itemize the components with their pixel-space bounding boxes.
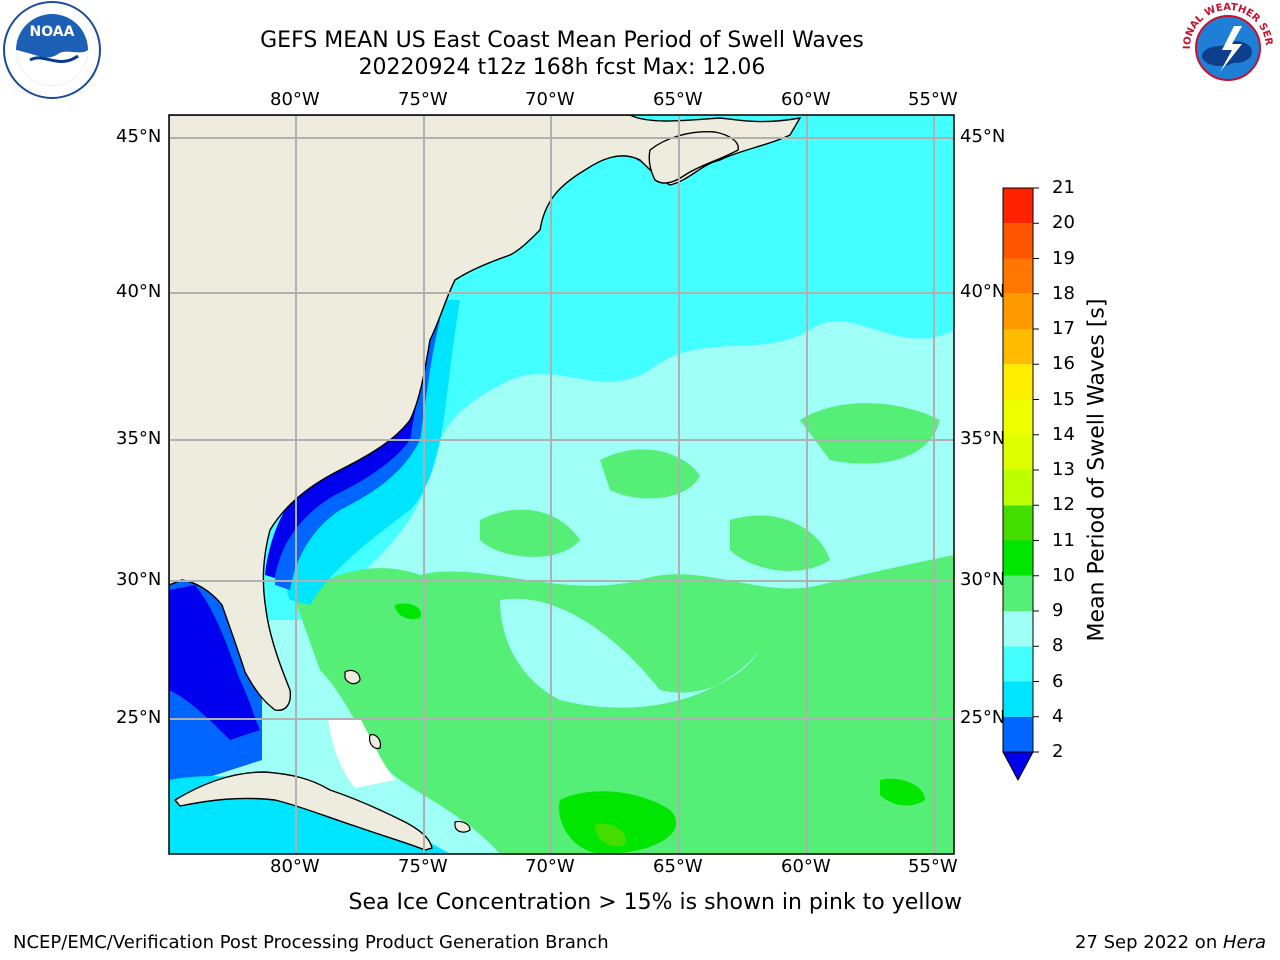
field-bright-green-1 <box>559 791 677 854</box>
colorbar-under-arrow <box>1002 751 1034 782</box>
colorbar <box>1002 187 1039 782</box>
colorbar-tick-label: 13 <box>1052 459 1075 480</box>
lon-tick-bottom-70w: 70°W <box>525 856 575 877</box>
colorbar-segment <box>1003 505 1033 541</box>
field-bahamas-white <box>328 718 395 788</box>
field-bright-green-3 <box>395 603 421 620</box>
lon-tick-top-70w: 70°W <box>525 89 575 110</box>
field-light-cyan-tongue <box>500 598 760 708</box>
colorbar-tick-label: 9 <box>1052 600 1064 621</box>
field-green-mid-1 <box>600 449 700 499</box>
title-line-2: 20220924 t12z 168h fcst Max: 12.06 <box>358 55 766 80</box>
land-north-america <box>169 115 802 712</box>
footer-machine: Hera <box>1222 932 1266 953</box>
noaa-logo: NOAA <box>3 1 101 99</box>
lat-tick-right-25n: 25°N <box>960 707 1006 728</box>
lat-tick-right-40n: 40°N <box>960 281 1006 302</box>
land-cuba <box>173 771 433 851</box>
sea-ice-caption: Sea Ice Concentration > 15% is shown in … <box>348 890 962 915</box>
lon-tick-top-65w: 65°W <box>653 89 703 110</box>
colorbar-tick-label: 14 <box>1052 423 1075 445</box>
colorbar-tick-label: 12 <box>1052 494 1075 516</box>
colorbar-tick-label: 19 <box>1052 247 1075 269</box>
field-gulf-dark-blue <box>169 585 260 740</box>
land-nova-scotia <box>648 130 739 184</box>
colorbar-tick-label: 4 <box>1052 705 1064 727</box>
land-bahamas-1 <box>344 669 361 685</box>
field-cyan-shelf <box>286 300 460 605</box>
colorbar-tick-label: 18 <box>1052 282 1075 304</box>
field-bright-green-2 <box>880 778 925 806</box>
colorbar-tick-label: 15 <box>1052 388 1075 410</box>
colorbar-segment <box>1003 575 1033 611</box>
colorbar-segment <box>1003 540 1033 576</box>
colorbar-segment <box>1003 258 1033 294</box>
colorbar-segment <box>1003 364 1033 400</box>
lon-tick-top-55w: 55°W <box>908 89 958 110</box>
colorbar-tick-label: 21 <box>1052 177 1075 198</box>
noaa-logo-text: NOAA <box>30 24 75 40</box>
lat-tick-left-30n: 30°N <box>116 569 162 590</box>
lat-tick-left-25n: 25°N <box>116 707 162 728</box>
lat-tick-left-40n: 40°N <box>116 281 162 302</box>
colorbar-segment <box>1003 223 1033 259</box>
footer-credit: NCEP/EMC/Verification Post Processing Pr… <box>13 932 609 953</box>
lat-tick-right-30n: 30°N <box>960 569 1006 590</box>
colorbar-segment <box>1003 611 1033 647</box>
colorbar-segment <box>1003 434 1033 470</box>
lon-tick-top-80w: 80°W <box>270 89 320 110</box>
map-frame <box>168 114 955 855</box>
colorbar-segment <box>1003 646 1033 682</box>
field-dark-blue-coast <box>265 320 430 578</box>
map-field <box>169 115 954 854</box>
field-green-mid-2 <box>800 403 940 464</box>
lat-tick-right-35n: 35°N <box>960 428 1006 449</box>
lon-tick-bottom-55w: 55°W <box>908 856 958 877</box>
colorbar-segment <box>1003 329 1033 365</box>
colorbar-tick-label: 11 <box>1052 529 1075 551</box>
lon-tick-bottom-60w: 60°W <box>781 856 831 877</box>
colorbar-segment <box>1003 716 1033 752</box>
lon-tick-bottom-65w: 65°W <box>653 856 703 877</box>
lon-tick-top-60w: 60°W <box>781 89 831 110</box>
footer-date-text: 27 Sep 2022 on <box>1075 932 1223 953</box>
lat-tick-right-45n: 45°N <box>960 126 1006 147</box>
colorbar-segment <box>1003 681 1033 717</box>
colorbar-segment <box>1003 399 1033 435</box>
nws-logo: NATIONAL WEATHER SERVICE <box>1176 0 1274 94</box>
field-green-mid-3 <box>480 509 580 557</box>
lon-tick-bottom-75w: 75°W <box>398 856 448 877</box>
footer-date: 27 Sep 2022 on Hera <box>1075 932 1266 953</box>
land-bahamas-2 <box>369 734 381 749</box>
field-green-mid-4 <box>730 515 830 571</box>
colorbar-segment <box>1003 293 1033 329</box>
field-bright-green-4 <box>595 823 626 847</box>
colorbar-tick-label: 16 <box>1052 353 1075 375</box>
title-line-1: GEFS MEAN US East Coast Mean Period of S… <box>260 28 864 53</box>
colorbar-segment <box>1003 188 1033 224</box>
map-gridlines <box>169 115 954 854</box>
colorbar-tick-label: 20 <box>1052 212 1075 234</box>
lon-tick-bottom-80w: 80°W <box>270 856 320 877</box>
colorbar-tick-label: 8 <box>1052 635 1064 657</box>
lat-tick-left-45n: 45°N <box>116 126 162 147</box>
colorbar-segment <box>1003 470 1033 506</box>
field-blue-shelf <box>275 310 440 590</box>
colorbar-tick-label: 2 <box>1052 741 1064 762</box>
lon-tick-top-75w: 75°W <box>398 89 448 110</box>
colorbar-label-text: Mean Period of Swell Waves [s] <box>1084 298 1110 642</box>
colorbar-tick-label: 10 <box>1052 564 1075 586</box>
lat-tick-left-35n: 35°N <box>116 428 162 449</box>
colorbar-tick-label: 6 <box>1052 670 1064 692</box>
land-bahamas-3 <box>454 820 471 833</box>
colorbar-tick-label: 17 <box>1052 318 1075 339</box>
